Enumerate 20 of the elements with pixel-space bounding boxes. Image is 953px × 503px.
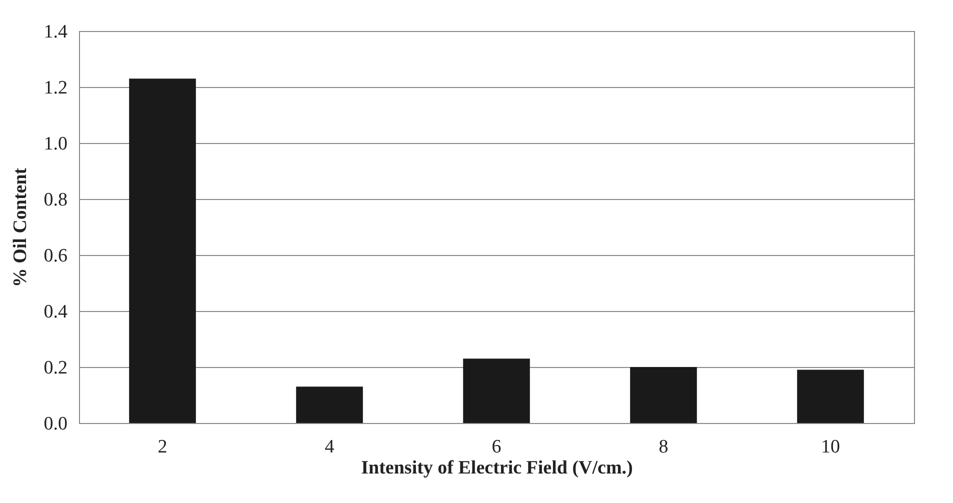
y-tick-label: 0.8 — [44, 190, 68, 210]
x-tick-label: 6 — [492, 436, 502, 458]
bar — [630, 367, 697, 423]
x-tick-label: 4 — [324, 436, 335, 458]
bar — [129, 78, 196, 423]
y-tick-label: 0.4 — [44, 302, 68, 322]
y-tick-label: 0.6 — [44, 246, 68, 266]
y-tick-label: 0.0 — [44, 414, 68, 434]
y-axis-title: % Oil Content — [10, 167, 31, 288]
y-tick-label: 1.2 — [44, 78, 68, 98]
x-axis-title: Intensity of Electric Field (V/cm.) — [361, 458, 633, 478]
bar — [296, 386, 363, 423]
bar — [797, 370, 864, 423]
y-tick-label: 0.2 — [44, 358, 68, 378]
x-tick-label: 10 — [821, 436, 840, 458]
x-tick-label: 2 — [158, 436, 168, 458]
bar — [463, 358, 530, 423]
x-tick-label: 8 — [658, 436, 668, 458]
y-tick-label: 1.4 — [44, 22, 68, 42]
y-tick-label: 1.0 — [44, 134, 68, 154]
